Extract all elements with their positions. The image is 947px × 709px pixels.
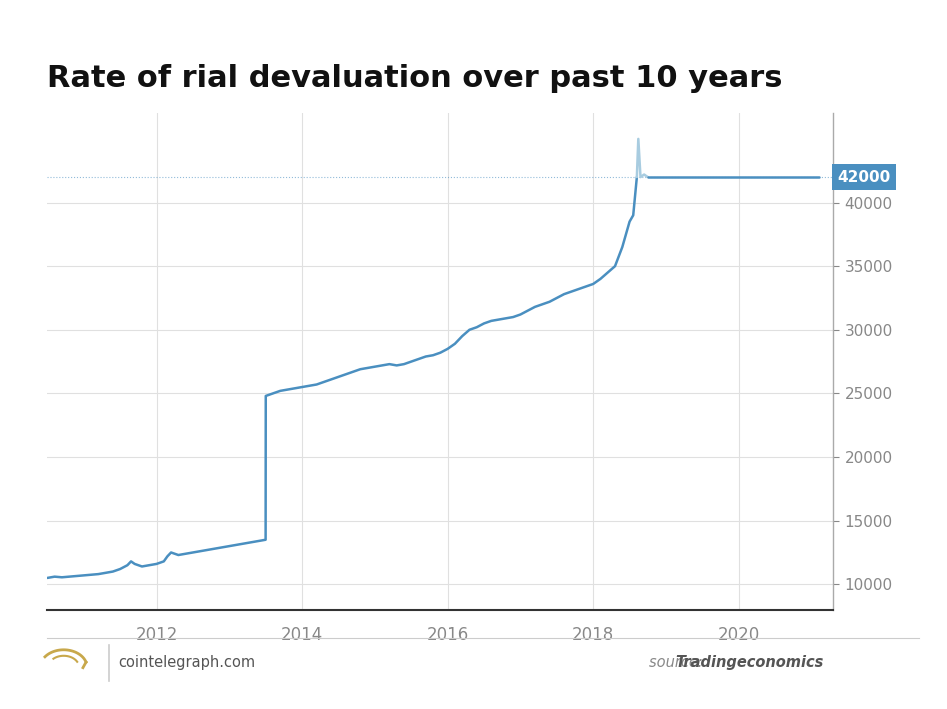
Text: source:: source:	[649, 655, 707, 671]
Text: Tradingeconomics: Tradingeconomics	[675, 655, 824, 671]
Text: 42000: 42000	[837, 169, 891, 184]
Text: cointelegraph.com: cointelegraph.com	[118, 655, 256, 671]
Text: Rate of rial devaluation over past 10 years: Rate of rial devaluation over past 10 ye…	[47, 64, 783, 93]
